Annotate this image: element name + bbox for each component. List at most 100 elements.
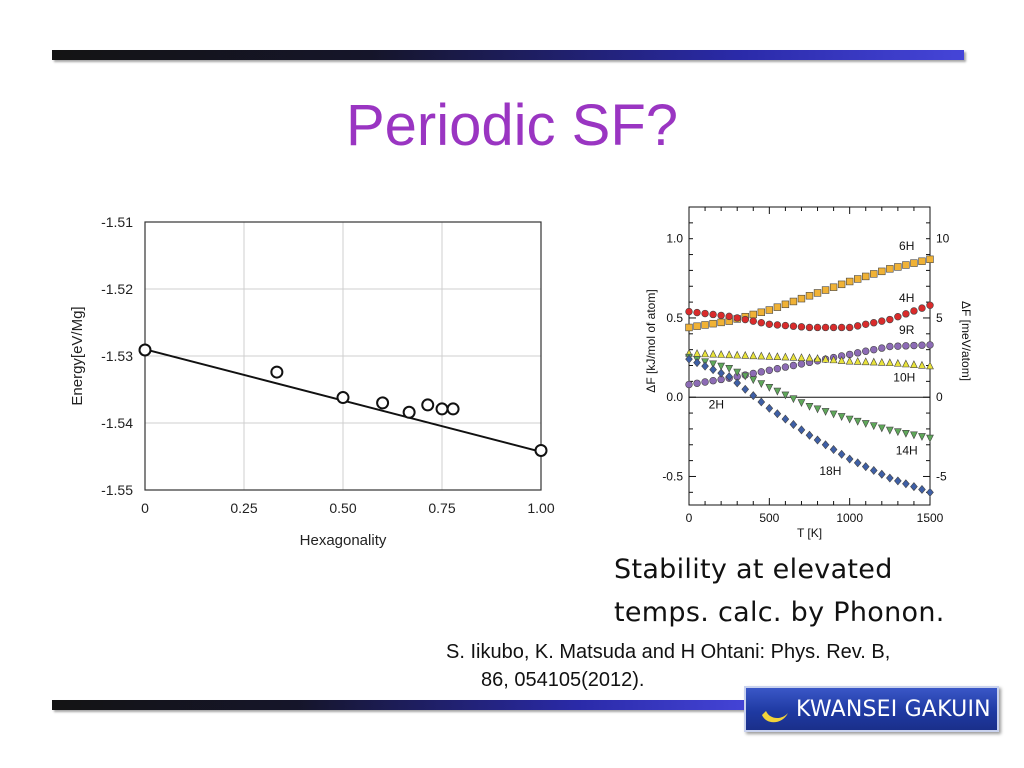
series-marker [781, 352, 790, 361]
series-marker [805, 292, 814, 300]
series-marker [821, 408, 830, 416]
series-marker [717, 311, 725, 320]
series-marker [886, 315, 894, 324]
series-marker [902, 429, 910, 438]
series-marker [845, 356, 854, 365]
data-point [376, 396, 390, 410]
series-marker [837, 413, 846, 421]
series-label-9r: 9R [899, 323, 915, 337]
series-marker [886, 473, 894, 483]
series-marker [854, 349, 862, 357]
series-marker [869, 465, 878, 475]
series-marker [741, 384, 750, 394]
series-marker [837, 280, 846, 289]
series-marker [725, 372, 733, 382]
series-marker [893, 428, 902, 437]
series-marker [813, 405, 822, 414]
series-marker [733, 368, 742, 377]
series-marker [854, 322, 862, 330]
series-marker [765, 384, 774, 392]
y-axis-label: Energy[eV/Mg] [69, 306, 86, 405]
series-marker [845, 277, 854, 286]
series-marker [878, 344, 886, 352]
y-tick-label: -1.52 [101, 281, 133, 297]
series-marker [910, 482, 918, 492]
series-marker [886, 342, 894, 351]
series-marker [861, 357, 870, 366]
series-marker [926, 255, 934, 264]
series-marker [765, 403, 774, 413]
series-marker [717, 362, 726, 371]
series-marker [701, 321, 709, 329]
series-marker [813, 354, 822, 362]
series-marker [749, 391, 758, 401]
series-marker [685, 380, 693, 389]
series-marker [717, 318, 725, 327]
caption-line-1: Stability at elevated [614, 554, 893, 585]
series-marker [910, 307, 918, 315]
y-tick-label: 1.0 [666, 232, 683, 246]
y-right-tick-label: 5 [936, 311, 943, 325]
series-marker [813, 289, 822, 297]
series-marker [853, 458, 862, 468]
series-marker [886, 265, 894, 273]
series-marker [813, 323, 822, 332]
series-marker [765, 306, 774, 314]
series-marker [926, 434, 934, 443]
series-marker [821, 354, 830, 363]
y-axis-label-right: ΔF [meV/atom] [959, 301, 973, 381]
series-marker [685, 354, 693, 364]
caption-line-2: temps. calc. by Phonon. [614, 597, 945, 628]
series-marker [773, 387, 782, 396]
series-marker [853, 417, 862, 426]
series-marker [757, 380, 766, 388]
series-marker [797, 294, 806, 303]
series-marker [733, 314, 741, 322]
y-tick-label: -0.5 [662, 469, 683, 483]
series-marker [926, 487, 934, 497]
series-marker [717, 350, 726, 358]
series-marker [693, 322, 701, 330]
series-marker [878, 317, 886, 325]
x-tick-label: 1.00 [527, 500, 554, 516]
series-marker [845, 323, 854, 332]
x-tick-label: 0 [141, 500, 149, 516]
y-right-tick-label: 10 [936, 232, 950, 246]
data-point [402, 405, 416, 419]
series-marker [805, 430, 814, 440]
series-marker [693, 308, 701, 317]
series-label-10h: 10H [893, 370, 915, 384]
top-divider-bar [52, 50, 964, 60]
series-marker [821, 440, 830, 450]
series-marker [869, 422, 878, 431]
series-marker [902, 359, 910, 368]
x-tick-label: 0.50 [329, 500, 356, 516]
series-marker [701, 309, 709, 318]
series-marker [741, 372, 750, 381]
series-marker [845, 415, 854, 424]
series-marker [829, 323, 838, 332]
series-marker [781, 391, 790, 400]
series-marker [805, 323, 814, 332]
series-marker [837, 449, 846, 459]
series-marker [773, 321, 782, 329]
series-marker [797, 425, 806, 435]
series-marker [902, 310, 910, 318]
series-marker [854, 275, 862, 283]
series-marker [765, 366, 774, 374]
series-marker [870, 270, 878, 278]
series-marker [797, 353, 806, 361]
university-logo: KWANSEI GAKUIN [744, 686, 999, 732]
series-marker [685, 323, 693, 332]
series-marker [910, 360, 918, 368]
series-marker [749, 369, 757, 378]
series-marker [926, 361, 934, 370]
series-marker [821, 286, 830, 294]
series-label-4h: 4H [899, 291, 914, 305]
series-marker [861, 420, 870, 428]
series-marker [805, 353, 814, 362]
annotation-2h: 2H [709, 397, 724, 411]
bottom-divider-bar [52, 700, 752, 710]
series-marker [749, 351, 758, 360]
free-energy-temperature-chart: 0 500 1000 1500 1.0 0.5 0.0 -0.5 10 5 0 -5 6H 4H 9R 10H… [644, 206, 973, 540]
